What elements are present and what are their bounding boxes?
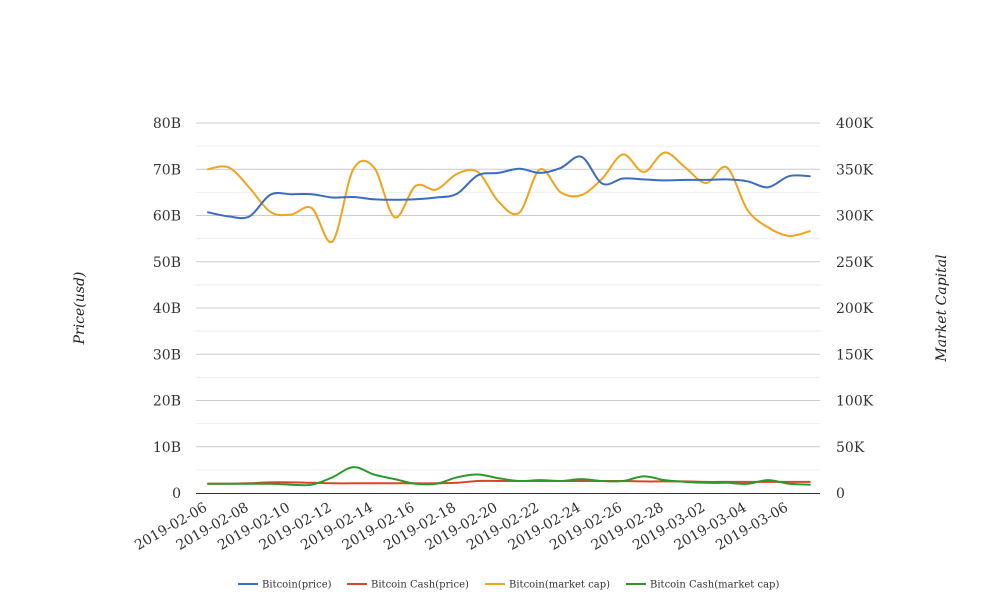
legend: Bitcoin(price) Bitcoin Cash(price) Bitcoin… <box>238 580 779 591</box>
y-left-tick-label: 50B <box>153 255 181 271</box>
y-left-tick-label: 10B <box>153 440 181 456</box>
y-left-tick-label: 60B <box>153 209 181 225</box>
series-lines <box>207 151 811 487</box>
legend-label: Bitcoin(price) <box>262 580 332 591</box>
y-right-tick-label: 400K <box>836 116 874 132</box>
y-axis-left-ticks: 0 10B 20B 30B 40B 50B 60B 70B 80B <box>153 116 181 502</box>
y-right-tick-label: 350K <box>836 162 874 178</box>
y-left-tick-label: 80B <box>153 116 181 132</box>
series-line-bitcoin-cash-market-cap <box>207 466 811 487</box>
legend-label: Bitcoin Cash(market cap) <box>650 580 779 591</box>
series-line-bitcoin-price <box>207 155 811 220</box>
y-right-tick-label: 50K <box>836 440 865 456</box>
y-right-tick-label: 100K <box>836 394 874 410</box>
y-left-tick-label: 70B <box>153 162 181 178</box>
y-right-tick-label: 0 <box>836 486 845 502</box>
y-right-tick-label: 250K <box>836 255 874 271</box>
y-left-tick-label: 30B <box>153 347 181 363</box>
y-right-tick-label: 150K <box>836 347 874 363</box>
y-axis-right-title: Market Capital <box>934 254 950 362</box>
y-left-tick-label: 40B <box>153 301 181 317</box>
y-right-tick-label: 200K <box>836 301 874 317</box>
y-right-tick-label: 300K <box>836 209 874 225</box>
legend-label: Bitcoin(market cap) <box>509 580 610 591</box>
y-axis-right-ticks: 0 50K 100K 150K 200K 250K 300K 350K 400K <box>836 116 874 502</box>
gridlines <box>196 122 820 471</box>
y-left-tick-label: 0 <box>172 486 181 502</box>
series-line-bitcoin-market-cap <box>207 151 811 244</box>
y-left-tick-label: 20B <box>153 394 181 410</box>
legend-label: Bitcoin Cash(price) <box>371 580 469 591</box>
y-axis-left-title: Price(usd) <box>72 272 88 346</box>
x-axis-ticks: 2019-02-062019-02-082019-02-102019-02-12… <box>132 500 791 554</box>
